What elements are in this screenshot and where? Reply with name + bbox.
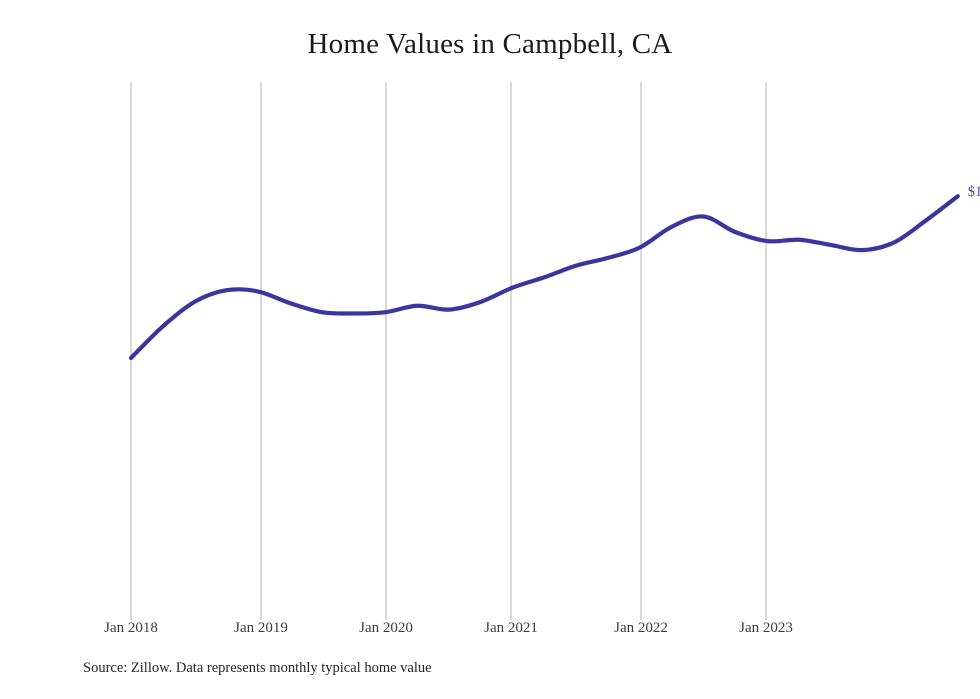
page-title: Home Values in Campbell, CA: [307, 28, 673, 60]
x-axis-tick-jan-2018: Jan 2018: [104, 620, 158, 636]
x-axis-tick-jan-2019: Jan 2019: [234, 620, 288, 636]
vertical-gridlines: [130, 82, 767, 620]
value-line-series: [128, 194, 960, 361]
x-axis-tick-jan-2021: Jan 2021: [484, 620, 538, 636]
end-value-label: $1,638,602: [967, 184, 980, 201]
x-axis-tick-jan-2020: Jan 2020: [359, 620, 413, 636]
source-note: Source: Zillow. Data represents monthly …: [83, 660, 432, 676]
x-axis-tick-jan-2022: Jan 2022: [614, 620, 668, 636]
x-axis-tick-jan-2023: Jan 2023: [739, 620, 793, 636]
